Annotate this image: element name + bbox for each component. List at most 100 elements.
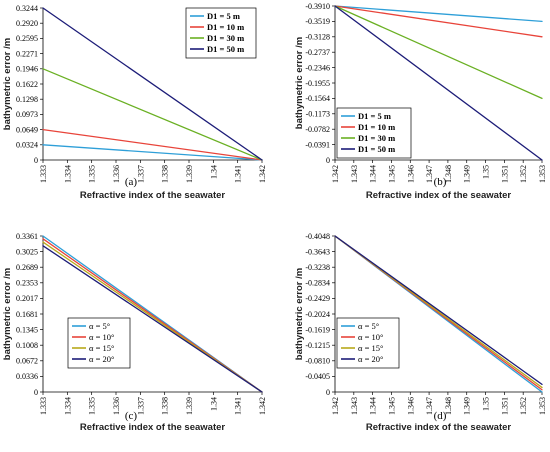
- y-tick-label: -0.3238: [305, 263, 330, 272]
- y-tick-label: 0.1008: [16, 341, 38, 350]
- x-tick-label: 1.349: [463, 165, 472, 183]
- legend-entry-label: D1 = 5 m: [358, 111, 391, 121]
- x-tick-label: 1.345: [387, 165, 396, 183]
- legend-entry-label: α = 10°: [358, 332, 383, 342]
- series-line-1: [334, 5, 543, 23]
- y-tick-label: -0.0405: [305, 372, 330, 381]
- y-tick-label: -0.0810: [305, 357, 330, 366]
- y-axis-label: bathymetric error /m: [294, 37, 305, 129]
- y-tick-label: -0.3643: [305, 247, 330, 256]
- legend: D1 = 5 mD1 = 10 mD1 = 30 mD1 = 50 m: [185, 7, 257, 59]
- x-tick-label: 1.348: [444, 397, 453, 415]
- chart-panel-2: 0 -0.0391 -0.0782 -0.1173 -0.1564 -0.1955 -0.2…: [294, 2, 547, 201]
- x-axis-label: Refractive index of the seawater: [80, 190, 225, 201]
- y-axis-label: bathymetric error /m: [2, 38, 13, 130]
- y-tick-label: 0.0672: [16, 357, 38, 366]
- x-tick-label: 1.333: [39, 397, 48, 415]
- y-tick-label: 0.1946: [16, 65, 38, 74]
- x-tick-label: 1.352: [519, 397, 528, 415]
- x-axis-label: Refractive index of the seawater: [366, 422, 511, 433]
- x-tick-label: 1.336: [112, 165, 121, 183]
- series-line-4: [42, 245, 263, 393]
- y-tick-label: 0.0336: [16, 372, 38, 381]
- y-tick-label: 0: [326, 156, 330, 165]
- series-line-4: [334, 5, 543, 161]
- y-tick-label: -0.1215: [305, 341, 330, 350]
- x-tick-label: 1.333: [39, 165, 48, 183]
- x-tick-label: 1.353: [538, 165, 547, 183]
- panel-label: (b): [434, 176, 447, 188]
- y-tick-label: -0.3910: [305, 2, 330, 11]
- x-tick-label: 1.342: [331, 165, 340, 183]
- x-tick-label: 1.337: [136, 397, 145, 415]
- legend-entry-label: α = 20°: [89, 354, 114, 364]
- x-tick-label: 1.339: [185, 165, 194, 183]
- legend-entry-label: D1 = 5 m: [207, 11, 240, 21]
- y-tick-label: 0.2017: [16, 294, 38, 303]
- panel-label: (d): [434, 410, 447, 422]
- series-line-3: [334, 5, 543, 100]
- x-tick-label: 1.35: [482, 397, 491, 411]
- x-tick-label: 1.346: [406, 165, 415, 183]
- y-tick-label: -0.2024: [305, 310, 330, 319]
- y-tick-label: -0.1955: [305, 79, 330, 88]
- panel-label: (c): [125, 410, 138, 422]
- chart-panel-4: 0 -0.0405 -0.0810 -0.1215 -0.1619 -0.2024 -0.2…: [294, 232, 547, 433]
- y-tick-label: 0.2689: [16, 263, 38, 272]
- y-tick-label: 0: [34, 156, 38, 165]
- y-tick-label: 0.0973: [16, 110, 38, 119]
- x-tick-label: 1.345: [387, 397, 396, 415]
- series-line-4: [42, 7, 263, 161]
- y-tick-label: -0.2737: [305, 48, 330, 57]
- y-tick-label: 0.2920: [16, 19, 38, 28]
- x-tick-label: 1.343: [350, 165, 359, 183]
- y-axis-label: bathymetric error /m: [2, 268, 13, 360]
- legend-entry-label: α = 15°: [89, 343, 114, 353]
- x-tick-label: 1.336: [112, 397, 121, 415]
- y-tick-label: 0.3025: [16, 247, 38, 256]
- legend-entry-label: α = 5°: [358, 321, 379, 331]
- legend-entry-label: D1 = 50 m: [358, 144, 395, 154]
- y-tick-label: 0.3244: [16, 4, 38, 13]
- x-tick-label: 1.349: [463, 397, 472, 415]
- y-tick-label: -0.4048: [305, 232, 330, 241]
- x-tick-label: 1.352: [519, 165, 528, 183]
- legend-entry-label: D1 = 30 m: [207, 33, 244, 43]
- y-tick-label: 0.2595: [16, 34, 38, 43]
- y-tick-label: 0.3361: [16, 232, 38, 241]
- x-tick-label: 1.346: [406, 397, 415, 415]
- x-tick-label: 1.341: [234, 165, 243, 183]
- y-tick-label: -0.1173: [306, 110, 330, 119]
- x-tick-label: 1.338: [161, 165, 170, 183]
- x-tick-label: 1.347: [425, 397, 434, 415]
- x-tick-label: 1.334: [63, 397, 72, 415]
- legend: D1 = 5 mD1 = 10 mD1 = 30 mD1 = 50 m: [336, 107, 412, 159]
- y-tick-label: 0.1622: [16, 80, 38, 89]
- x-tick-label: 1.344: [369, 165, 378, 183]
- legend-entry-label: α = 15°: [358, 343, 383, 353]
- y-tick-label: -0.3128: [305, 33, 330, 42]
- y-tick-label: -0.3519: [305, 17, 330, 26]
- legend-entry-label: D1 = 10 m: [358, 122, 395, 132]
- x-tick-label: 1.34: [209, 165, 218, 179]
- x-axis-label: Refractive index of the seawater: [366, 190, 511, 201]
- x-tick-label: 1.342: [258, 165, 267, 183]
- y-tick-label: 0: [326, 388, 330, 397]
- y-tick-label: 0.1681: [16, 310, 38, 319]
- y-tick-label: -0.1619: [305, 325, 330, 334]
- x-tick-label: 1.344: [369, 397, 378, 415]
- legend: α = 5°α = 10°α = 15°α = 20°: [336, 317, 400, 369]
- y-tick-label: -0.0782: [305, 125, 330, 134]
- x-tick-label: 1.34: [209, 397, 218, 411]
- y-tick-label: 0.2353: [16, 279, 38, 288]
- legend-entry-label: α = 20°: [358, 354, 383, 364]
- legend: α = 5°α = 10°α = 15°α = 20°: [67, 317, 131, 369]
- series-line-4: [334, 235, 543, 386]
- x-tick-label: 1.341: [234, 397, 243, 415]
- y-tick-label: -0.2429: [305, 294, 330, 303]
- x-tick-label: 1.35: [482, 165, 491, 179]
- x-tick-label: 1.353: [538, 397, 547, 415]
- x-tick-label: 1.347: [425, 165, 434, 183]
- legend-entry-label: α = 5°: [89, 321, 110, 331]
